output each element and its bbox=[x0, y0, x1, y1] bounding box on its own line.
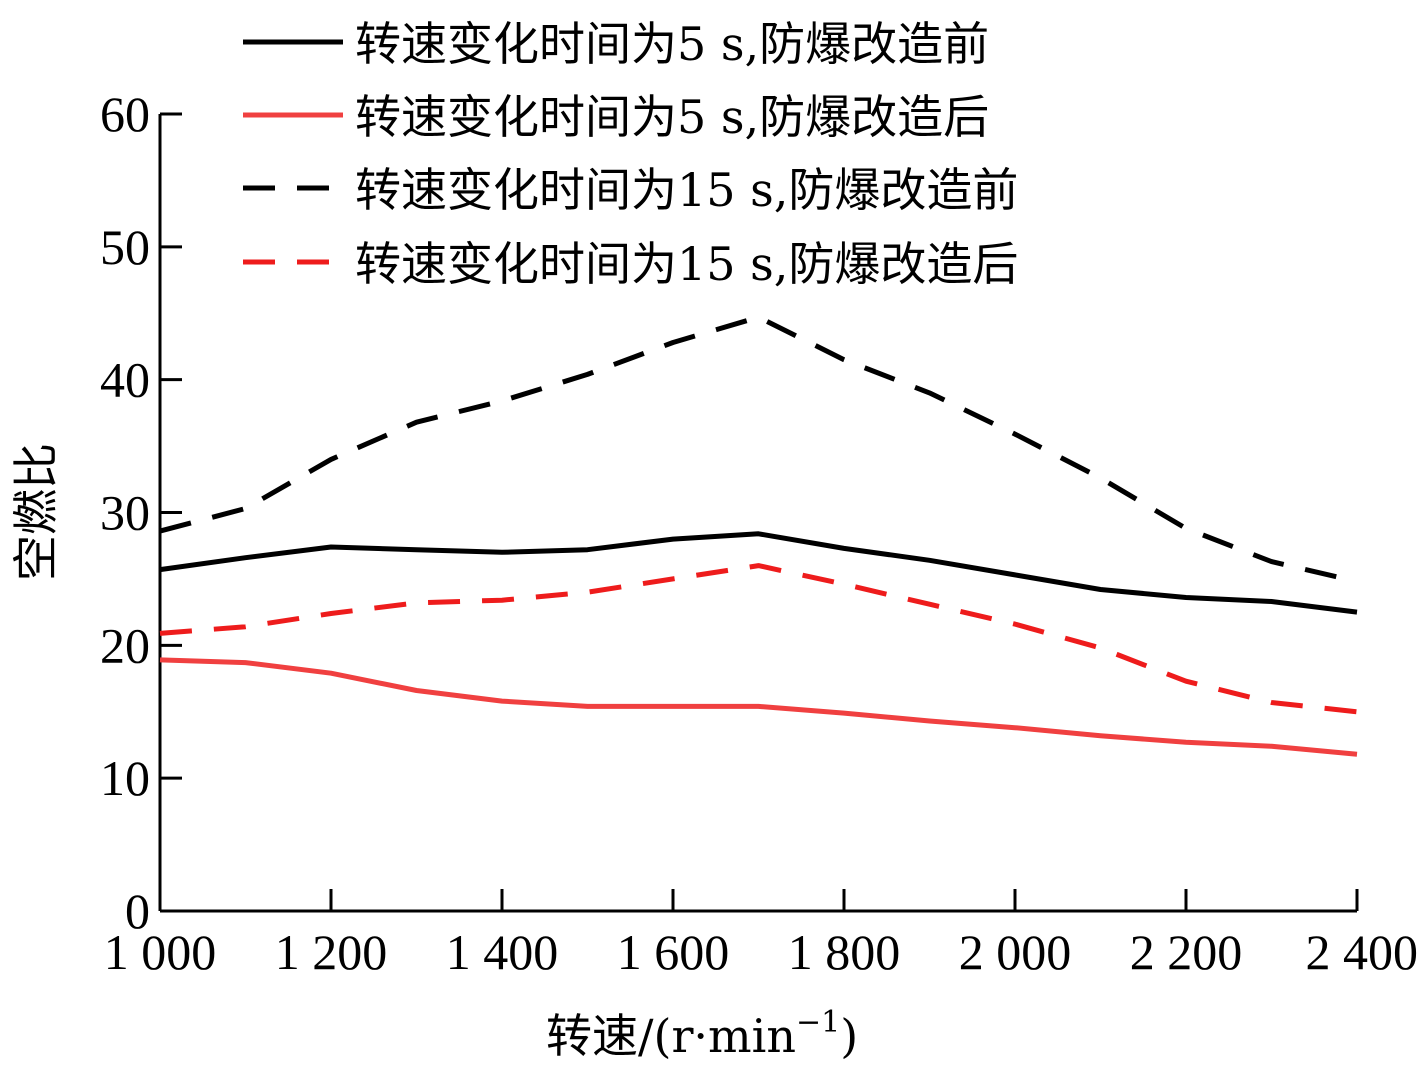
y-tick-label: 60 bbox=[100, 86, 150, 142]
y-tick-label: 50 bbox=[100, 219, 150, 275]
legend-label-5s-before: 转速变化时间为5 s,防爆改造前 bbox=[355, 17, 989, 71]
legend-label-15s-after: 转速变化时间为15 s,防爆改造后 bbox=[355, 237, 1018, 291]
x-tick-label: 1 600 bbox=[617, 924, 730, 980]
x-tick-label: 2 400 bbox=[1306, 924, 1419, 980]
series-lines bbox=[159, 314, 1358, 757]
x-tick-label: 2 000 bbox=[959, 924, 1072, 980]
y-axis-title: 空燃比 bbox=[9, 443, 63, 581]
legend-label-15s-before: 转速变化时间为15 s,防爆改造前 bbox=[355, 163, 1018, 217]
y-tick-label: 0 bbox=[125, 883, 150, 939]
x-tick-label: 2 200 bbox=[1130, 924, 1243, 980]
x-tick-label: 1 400 bbox=[446, 924, 559, 980]
series-line-5s-before bbox=[159, 531, 1358, 615]
x-tick-label: 1 800 bbox=[788, 924, 901, 980]
y-tick-label: 30 bbox=[100, 485, 150, 541]
legend-label-5s-after: 转速变化时间为5 s,防爆改造后 bbox=[355, 90, 989, 144]
x-tick-label: 1 000 bbox=[104, 924, 217, 980]
y-tick-label: 20 bbox=[100, 617, 150, 673]
y-axis-ticks: 0 10 20 30 40 50 60 bbox=[100, 86, 182, 939]
x-axis-title-main: 转速/(r·min bbox=[546, 1009, 796, 1063]
legend: 转速变化时间为5 s,防爆改造前 转速变化时间为5 s,防爆改造后 转速变化时间… bbox=[243, 17, 1018, 291]
series-line-15s-after bbox=[159, 563, 1358, 715]
x-axis-ticks: 1 000 1 200 1 400 1 600 1 800 2 000 2 200 2 400 bbox=[104, 889, 1418, 980]
x-axis-title: 转速/(r·min−1) bbox=[546, 1005, 858, 1063]
x-axis-title-close: ) bbox=[840, 1009, 858, 1063]
y-tick-label: 40 bbox=[100, 352, 150, 408]
y-tick-label: 10 bbox=[100, 750, 150, 806]
series-line-5s-after bbox=[159, 657, 1358, 757]
series-line-15s-before bbox=[159, 314, 1358, 585]
x-tick-label: 1 200 bbox=[275, 924, 388, 980]
x-axis-title-superscript: −1 bbox=[796, 1005, 840, 1040]
